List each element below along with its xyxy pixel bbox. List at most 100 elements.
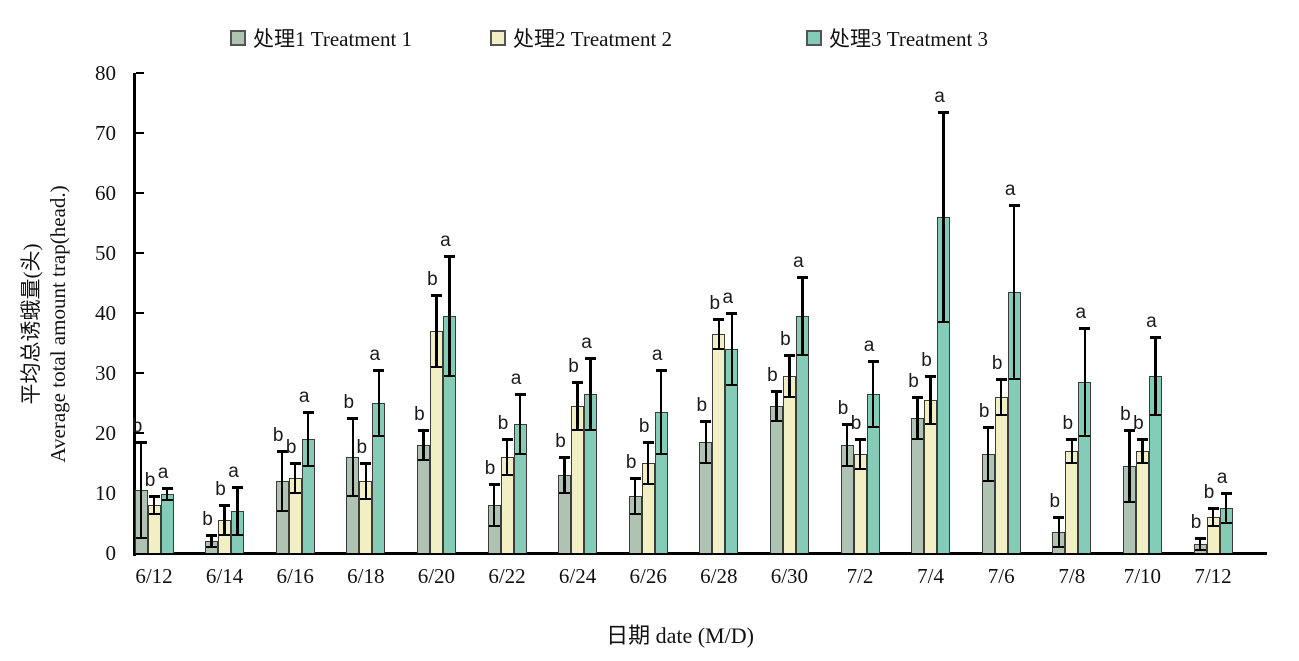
error-cap-top [770, 390, 782, 393]
sig-letter-6/30-treatment-3: a [793, 251, 804, 272]
error-bar-6/26-treatment-2 [646, 442, 650, 484]
error-cap-top [430, 294, 442, 297]
error-bar-7/10-treatment-2 [1141, 439, 1144, 463]
y-axis-title-english: Average total amount trap(head.) [46, 185, 70, 463]
x-tick-label: 6/30 [770, 564, 809, 588]
error-bar-6/28-treatment-3 [730, 313, 734, 385]
error-cap-bottom [276, 509, 288, 512]
error-bar-6/16-treatment-1 [280, 451, 284, 511]
error-cap-bottom [360, 497, 372, 500]
error-cap-top [501, 438, 513, 441]
error-cap-bottom [501, 473, 513, 476]
sig-letter-7/2-treatment-1: b [837, 398, 849, 419]
sig-letter-7/2-treatment-2: b [850, 413, 862, 434]
error-cap-bottom [488, 524, 500, 527]
error-bar-6/30-treatment-3 [801, 277, 804, 355]
sig-letter-7/4-treatment-3: a [934, 86, 945, 107]
error-bar-6/14-treatment-1 [210, 535, 213, 547]
sig-letter-7/6-treatment-1: b [978, 401, 990, 422]
error-cap-bottom [995, 413, 1007, 416]
x-tick-label: 7/8 [1058, 564, 1086, 588]
sig-letter-6/22-treatment-2: b [497, 413, 509, 434]
error-cap-top [854, 438, 866, 441]
y-axis-title-chinese: 平均总诱蛾量(头) [19, 243, 43, 405]
sig-letter-7/10-treatment-1: b [1120, 404, 1131, 425]
error-bar-7/2-treatment-3 [871, 361, 875, 427]
error-cap-top [302, 411, 314, 414]
error-cap-bottom [572, 428, 584, 431]
error-cap-top [1066, 438, 1078, 441]
error-cap-bottom [841, 464, 853, 467]
error-cap-top [1008, 204, 1020, 207]
sig-letter-6/26-treatment-3: a [651, 344, 663, 365]
error-bar-7/6-treatment-2 [999, 379, 1003, 415]
error-bar-6/24-treatment-1 [563, 457, 566, 493]
error-bar-7/4-treatment-3 [942, 112, 945, 322]
error-cap-bottom [770, 419, 782, 422]
y-tick-label: 20 [95, 421, 116, 445]
bar-6/20-treatment-1 [416, 445, 430, 553]
error-bar-6/12-treatment-1 [139, 442, 143, 538]
y-tick-label: 40 [95, 301, 116, 325]
error-cap-top [276, 450, 288, 453]
error-cap-bottom [938, 320, 950, 323]
y-tick [135, 251, 144, 255]
sig-letter-6/26-treatment-1: b [625, 452, 637, 473]
legend-swatch-treatment-2-icon [490, 30, 506, 46]
x-tick-label: 7/10 [1123, 564, 1162, 588]
error-bar-7/8-treatment-2 [1070, 439, 1074, 463]
sig-letter-6/18-treatment-3: a [369, 344, 381, 365]
sig-letter-6/28-treatment-1: b [696, 395, 708, 416]
sig-letter-6/24-treatment-3: a [581, 332, 592, 353]
error-cap-top [161, 487, 173, 490]
error-cap-top [572, 381, 584, 384]
y-tick [135, 371, 144, 375]
y-tick [135, 551, 144, 555]
sig-letter-7/2-treatment-3: a [863, 335, 875, 356]
x-tick-label: 6/26 [629, 564, 667, 588]
error-cap-bottom [867, 425, 879, 428]
error-bar-6/24-treatment-2 [576, 382, 579, 430]
sig-letter-6/14-treatment-1: b [202, 509, 213, 530]
error-cap-top [700, 420, 712, 423]
error-bar-7/2-treatment-1 [845, 424, 849, 466]
sig-letter-7/8-treatment-1: b [1049, 491, 1061, 512]
error-cap-bottom [302, 464, 314, 467]
y-tick-label: 70 [95, 121, 116, 145]
error-bar-6/26-treatment-1 [633, 478, 637, 514]
error-cap-top [488, 483, 500, 486]
error-cap-bottom [559, 491, 571, 494]
error-cap-bottom [1053, 545, 1065, 548]
error-cap-top [148, 495, 160, 498]
sig-letter-6/12-treatment-3: a [157, 462, 169, 484]
error-cap-bottom [373, 434, 385, 437]
sig-letter-7/10-treatment-2: b [1133, 413, 1144, 434]
error-bar-6/12-treatment-2 [152, 496, 156, 514]
error-bar-6/30-treatment-2 [788, 355, 791, 397]
error-cap-top [629, 477, 641, 480]
error-cap-bottom [1066, 461, 1078, 464]
error-cap-top [1053, 516, 1065, 519]
error-cap-bottom [148, 512, 160, 515]
error-cap-top [912, 396, 924, 399]
y-axis-line [132, 73, 136, 556]
error-cap-top [938, 111, 950, 114]
error-bar-7/6-treatment-1 [986, 427, 990, 481]
error-cap-bottom [1149, 413, 1161, 416]
sig-letter-6/22-treatment-3: a [510, 368, 522, 389]
error-cap-top [206, 534, 218, 537]
sig-letter-7/6-treatment-3: a [1004, 179, 1016, 200]
error-bar-6/12-treatment-3 [165, 488, 169, 501]
error-bar-7/6-treatment-3 [1012, 205, 1016, 379]
error-bar-6/28-treatment-2 [717, 319, 721, 349]
error-bar-7/8-treatment-3 [1083, 328, 1087, 436]
y-tick-label: 0 [105, 541, 117, 565]
error-cap-top [219, 504, 231, 507]
sig-letter-7/12-treatment-2: b [1203, 482, 1215, 503]
error-cap-bottom [629, 512, 641, 515]
x-tick-label: 6/18 [347, 564, 385, 588]
error-cap-bottom [289, 491, 301, 494]
sig-letter-6/18-treatment-2: b [356, 437, 368, 458]
error-bar-6/18-treatment-2 [364, 463, 368, 499]
